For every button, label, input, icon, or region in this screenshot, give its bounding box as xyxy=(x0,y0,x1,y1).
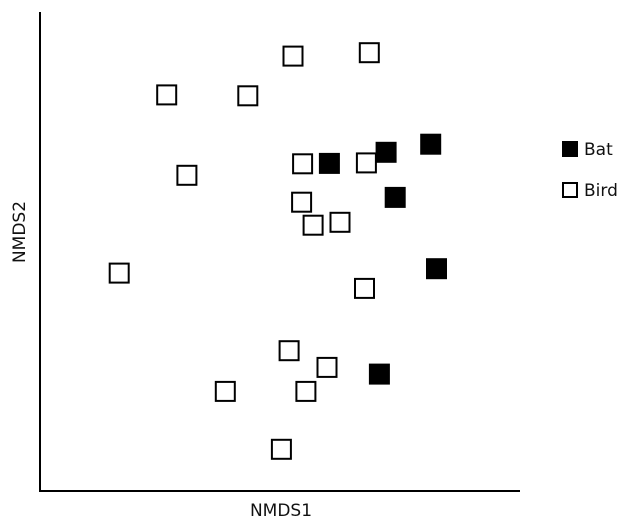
x-axis-label: NMDS1 xyxy=(250,501,312,521)
point-bird-7 xyxy=(355,152,377,174)
point-bird-13 xyxy=(278,340,300,362)
point-bird-3 xyxy=(282,45,304,67)
point-bird-16 xyxy=(295,380,317,402)
point-bird-6 xyxy=(292,153,314,175)
point-bat-6 xyxy=(368,363,390,385)
point-bat-4 xyxy=(384,186,406,208)
y-axis-label: NMDS2 xyxy=(10,201,30,263)
point-bird-11 xyxy=(108,262,130,284)
point-bird-1 xyxy=(156,84,178,106)
point-bird-9 xyxy=(302,214,324,236)
point-bird-5 xyxy=(176,164,198,186)
point-bird-4 xyxy=(358,42,380,64)
point-bird-14 xyxy=(316,356,338,378)
legend-label-bat: Bat xyxy=(584,140,613,160)
point-bird-10 xyxy=(329,211,351,233)
point-bat-3 xyxy=(420,133,442,155)
legend-marker-bird xyxy=(562,182,578,198)
legend: Bat Bird xyxy=(562,140,618,201)
point-bird-2 xyxy=(237,85,259,107)
point-bat-5 xyxy=(426,258,447,280)
point-bird-8 xyxy=(291,191,313,213)
point-bat-2 xyxy=(375,141,397,163)
legend-marker-bat xyxy=(562,141,578,157)
point-bat-1 xyxy=(318,152,340,174)
point-bird-12 xyxy=(354,277,375,299)
point-bird-17 xyxy=(270,438,292,460)
plot-marks xyxy=(108,42,447,460)
point-bird-15 xyxy=(214,380,236,402)
legend-label-bird: Bird xyxy=(584,181,618,201)
